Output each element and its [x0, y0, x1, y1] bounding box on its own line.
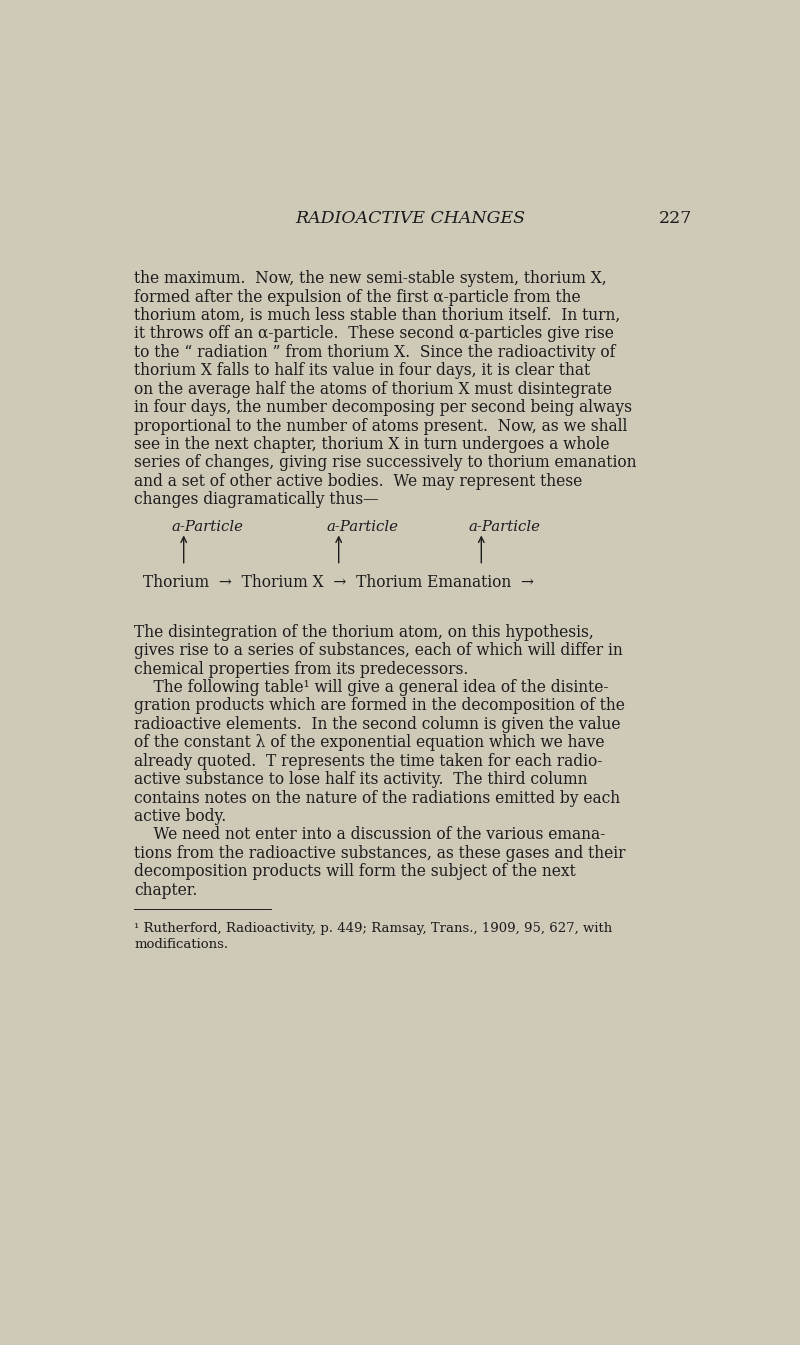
Text: thorium X falls to half its value in four days, it is clear that: thorium X falls to half its value in fou… — [134, 362, 590, 379]
Text: in four days, the number decomposing per second being always: in four days, the number decomposing per… — [134, 399, 632, 416]
Text: a-Particle: a-Particle — [171, 521, 243, 534]
Text: gration products which are formed in the decomposition of the: gration products which are formed in the… — [134, 698, 625, 714]
Text: The disintegration of the thorium atom, on this hypothesis,: The disintegration of the thorium atom, … — [134, 624, 594, 640]
Text: active substance to lose half its activity.  The third column: active substance to lose half its activi… — [134, 771, 587, 788]
Text: decomposition products will form the subject of the next: decomposition products will form the sub… — [134, 863, 576, 881]
Text: The following table¹ will give a general idea of the disinte-: The following table¹ will give a general… — [134, 679, 609, 695]
Text: 227: 227 — [658, 210, 692, 227]
Text: a-Particle: a-Particle — [469, 521, 541, 534]
Text: already quoted.  T represents the time taken for each radio-: already quoted. T represents the time ta… — [134, 753, 602, 769]
Text: formed after the expulsion of the first α-particle from the: formed after the expulsion of the first … — [134, 289, 581, 305]
Text: the maximum.  Now, the new semi-stable system, thorium X,: the maximum. Now, the new semi-stable sy… — [134, 270, 606, 286]
Text: a-Particle: a-Particle — [326, 521, 398, 534]
Text: RADIOACTIVE CHANGES: RADIOACTIVE CHANGES — [295, 210, 525, 227]
Text: tions from the radioactive substances, as these gases and their: tions from the radioactive substances, a… — [134, 845, 626, 862]
Text: and a set of other active bodies.  We may represent these: and a set of other active bodies. We may… — [134, 473, 582, 490]
Text: series of changes, giving rise successively to thorium emanation: series of changes, giving rise successiv… — [134, 455, 637, 472]
Text: ¹ Rutherford, Radioactivity, p. 449; Ramsay, Trans., 1909, 95, 627, with: ¹ Rutherford, Radioactivity, p. 449; Ram… — [134, 921, 612, 935]
Text: modifications.: modifications. — [134, 939, 228, 951]
Text: to the “ radiation ” from thorium X.  Since the radioactivity of: to the “ radiation ” from thorium X. Sin… — [134, 344, 615, 360]
Text: on the average half the atoms of thorium X must disintegrate: on the average half the atoms of thorium… — [134, 381, 612, 398]
Text: Thorium  →  Thorium X  →  Thorium Emanation  →: Thorium → Thorium X → Thorium Emanation … — [143, 574, 534, 590]
Text: contains notes on the nature of the radiations emitted by each: contains notes on the nature of the radi… — [134, 790, 620, 807]
Text: gives rise to a series of substances, each of which will differ in: gives rise to a series of substances, ea… — [134, 642, 623, 659]
Text: changes diagramatically thus—: changes diagramatically thus— — [134, 491, 378, 508]
Text: We need not enter into a discussion of the various emana-: We need not enter into a discussion of t… — [134, 826, 606, 843]
Text: see in the next chapter, thorium X in turn undergoes a whole: see in the next chapter, thorium X in tu… — [134, 436, 610, 453]
Text: of the constant λ of the exponential equation which we have: of the constant λ of the exponential equ… — [134, 734, 605, 752]
Text: radioactive elements.  In the second column is given the value: radioactive elements. In the second colu… — [134, 716, 621, 733]
Text: proportional to the number of atoms present.  Now, as we shall: proportional to the number of atoms pres… — [134, 417, 627, 434]
Text: chapter.: chapter. — [134, 882, 198, 898]
Text: chemical properties from its predecessors.: chemical properties from its predecessor… — [134, 660, 469, 678]
Text: active body.: active body. — [134, 808, 226, 824]
Text: it throws off an α-particle.  These second α-particles give rise: it throws off an α-particle. These secon… — [134, 325, 614, 343]
Text: thorium atom, is much less stable than thorium itself.  In turn,: thorium atom, is much less stable than t… — [134, 307, 620, 324]
